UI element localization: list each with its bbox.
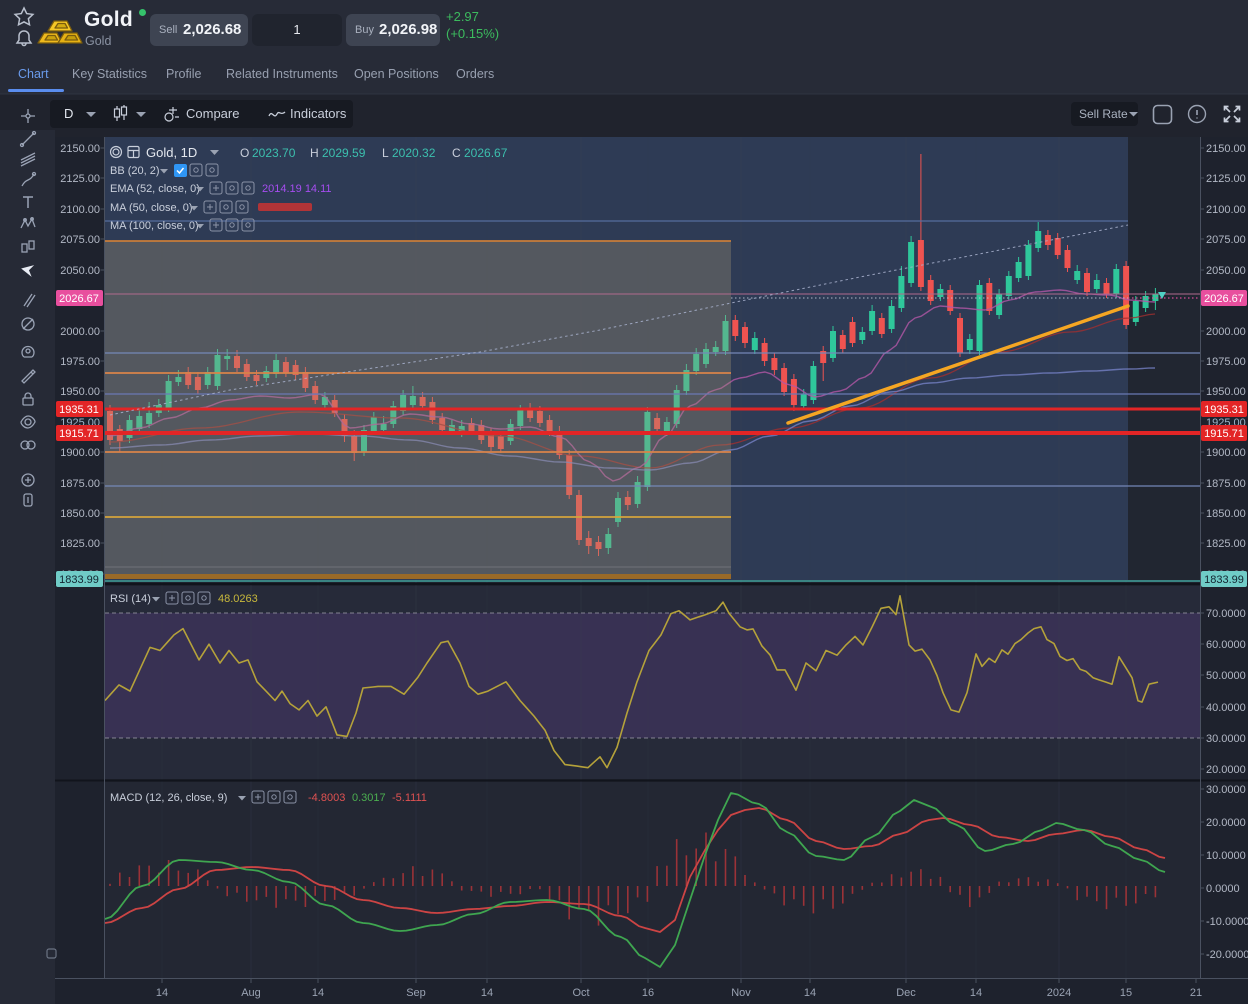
svg-text:-5.1111: -5.1111 [392,792,427,804]
svg-text:50.0000: 50.0000 [1206,670,1246,682]
svg-text:2024: 2024 [1047,987,1071,999]
svg-text:1833.99: 1833.99 [59,574,99,586]
svg-text:2000.00: 2000.00 [1206,326,1246,338]
svg-text:BB (20, 2): BB (20, 2) [110,165,160,177]
svg-text:L: L [382,146,389,160]
svg-text:O: O [240,146,249,160]
svg-text:1825.00: 1825.00 [1206,538,1246,550]
svg-text:MA (50, close, 0): MA (50, close, 0) [110,202,193,214]
svg-text:Gold, 1D: Gold, 1D [146,145,197,160]
svg-text:-4.8003: -4.8003 [308,792,345,804]
svg-text:1875.00: 1875.00 [60,478,100,490]
svg-text:2125.00: 2125.00 [60,173,100,185]
svg-text:Oct: Oct [572,987,589,999]
svg-text:2050.00: 2050.00 [60,265,100,277]
svg-text:2100.00: 2100.00 [60,204,100,216]
svg-text:14: 14 [156,987,168,999]
svg-text:2150.00: 2150.00 [60,143,100,155]
svg-text:2150.00: 2150.00 [1206,143,1246,155]
svg-text:-20.0000: -20.0000 [1206,949,1248,961]
svg-text:2075.00: 2075.00 [60,234,100,246]
svg-text:2026.67: 2026.67 [59,293,99,305]
svg-text:60.0000: 60.0000 [1206,639,1246,651]
svg-text:1950.00: 1950.00 [1206,386,1246,398]
svg-text:2100.00: 2100.00 [1206,204,1246,216]
svg-text:1850.00: 1850.00 [1206,508,1246,520]
svg-text:EMA (52, close, 0): EMA (52, close, 0) [110,183,200,195]
svg-text:MACD (12, 26, close, 9): MACD (12, 26, close, 9) [110,792,227,804]
svg-text:2020.32: 2020.32 [392,146,436,160]
svg-text:Sep: Sep [406,987,426,999]
svg-text:14: 14 [804,987,816,999]
svg-text:C: C [452,146,461,160]
svg-text:2026.67: 2026.67 [464,146,508,160]
svg-text:1833.99: 1833.99 [1204,574,1244,586]
svg-text:20.0000: 20.0000 [1206,764,1246,776]
svg-text:1850.00: 1850.00 [60,508,100,520]
svg-text:2050.00: 2050.00 [1206,265,1246,277]
svg-text:1935.31: 1935.31 [1204,404,1244,416]
svg-text:30.0000: 30.0000 [1206,733,1246,745]
svg-text:0.3017: 0.3017 [352,792,386,804]
svg-text:MA (100, close, 0): MA (100, close, 0) [110,220,199,232]
svg-text:48.0263: 48.0263 [218,593,258,605]
svg-text:H: H [310,146,319,160]
svg-text:Dec: Dec [896,987,916,999]
svg-text:1875.00: 1875.00 [1206,478,1246,490]
svg-text:2023.70: 2023.70 [252,146,296,160]
svg-text:1915.71: 1915.71 [1204,428,1244,440]
svg-text:70.0000: 70.0000 [1206,608,1246,620]
svg-text:0.0000: 0.0000 [1206,883,1240,895]
svg-text:14: 14 [970,987,982,999]
svg-text:20.0000: 20.0000 [1206,817,1246,829]
svg-text:2026.67: 2026.67 [1204,293,1244,305]
svg-text:RSI (14): RSI (14) [110,593,151,605]
svg-text:1900.00: 1900.00 [60,447,100,459]
svg-text:21: 21 [1190,987,1202,999]
svg-text:14: 14 [312,987,324,999]
svg-text:30.0000: 30.0000 [1206,784,1246,796]
svg-text:16: 16 [642,987,654,999]
svg-text:1935.31: 1935.31 [59,404,99,416]
svg-text:1975.00: 1975.00 [60,356,100,368]
svg-text:2000.00: 2000.00 [60,326,100,338]
svg-text:2075.00: 2075.00 [1206,234,1246,246]
svg-text:2125.00: 2125.00 [1206,173,1246,185]
svg-text:-10.0000: -10.0000 [1206,916,1248,928]
svg-text:1975.00: 1975.00 [1206,356,1246,368]
svg-text:1825.00: 1825.00 [60,538,100,550]
svg-text:1915.71: 1915.71 [59,428,99,440]
svg-text:10.0000: 10.0000 [1206,850,1246,862]
svg-text:Aug: Aug [241,987,261,999]
svg-text:14: 14 [481,987,493,999]
svg-text:Nov: Nov [731,987,751,999]
svg-text:15: 15 [1120,987,1132,999]
svg-text:2014.19 14.11: 2014.19 14.11 [262,183,332,195]
svg-text:40.0000: 40.0000 [1206,702,1246,714]
svg-text:1950.00: 1950.00 [60,386,100,398]
svg-text:2029.59: 2029.59 [322,146,366,160]
svg-text:1900.00: 1900.00 [1206,447,1246,459]
